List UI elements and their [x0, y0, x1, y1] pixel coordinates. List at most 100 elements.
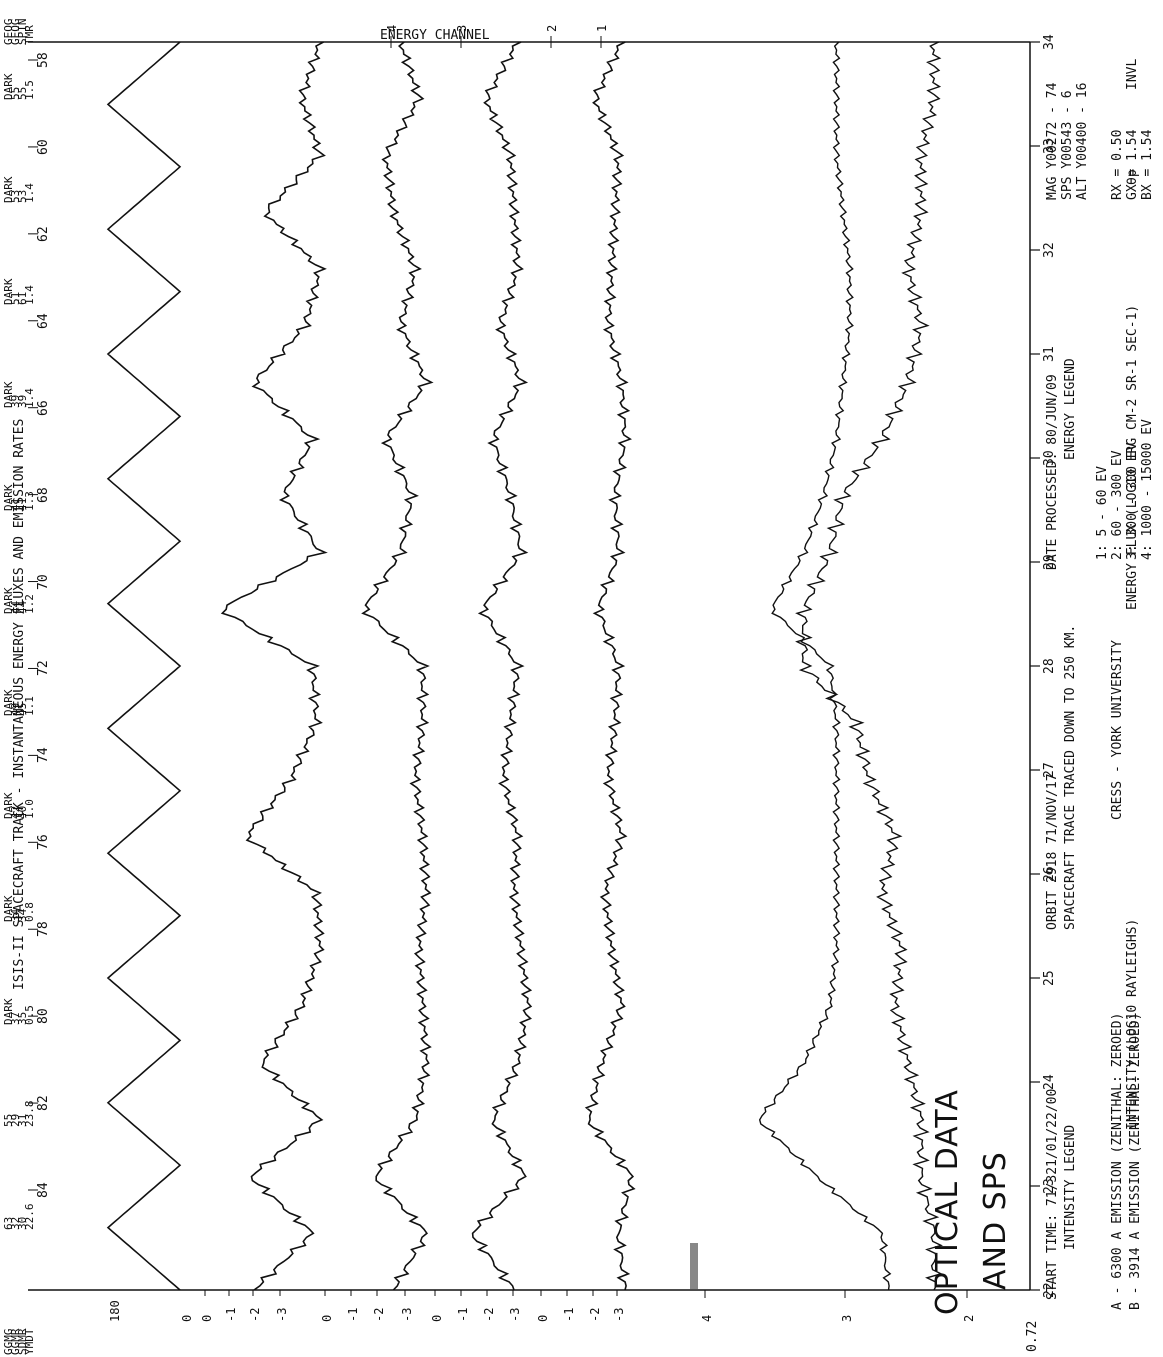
panel-series: [106, 41, 943, 1291]
energy-legend-title: ENERGY LEGEND: [1063, 358, 1078, 460]
time-tick-label: 25: [1042, 970, 1057, 986]
energy-channel-marker: 1: [595, 24, 609, 32]
time-tick-label: 32: [1042, 242, 1057, 258]
location-line-3: ALT Y00400 - 16: [1075, 82, 1090, 200]
flux-series-line-1: [220, 41, 328, 1291]
invl-tick-label: 70: [36, 573, 51, 590]
invl-tick-label: 74: [36, 747, 51, 764]
invl-tick-label: 66: [36, 400, 51, 416]
intensity-legend-entry-a: A - 6300 A EMISSION (ZENITHAL: ZEROED): [1110, 1012, 1125, 1310]
orbit-label: ORBIT 2918 71/NOV/17: [1045, 773, 1060, 930]
intensity-legend-title: INTENSITY LEGEND: [1063, 1124, 1078, 1250]
theta-series-line: [106, 41, 182, 1291]
flux-tick-label: -1: [346, 1307, 360, 1322]
time-end-label: 0.72: [1025, 1320, 1040, 1352]
header-cell: 0.8: [23, 901, 36, 922]
time-tick-label: 23: [1042, 1178, 1057, 1194]
time-tick-label: 33: [1042, 138, 1057, 154]
invl-tick-label: 76: [36, 834, 51, 851]
spacecraft-label: SPACECRAFT TRACE TRACED DOWN TO 250 KM.: [1063, 624, 1078, 930]
theta-tick-label: 0: [180, 1314, 194, 1322]
header-cell: 1.4: [23, 388, 36, 409]
header-cell: 0.5: [23, 1004, 36, 1025]
time-tick-label: 31: [1042, 346, 1057, 362]
flux-tick-label: -3: [612, 1307, 626, 1322]
header-cell: 1.5: [23, 80, 36, 100]
header-cell: 1.0: [23, 799, 36, 820]
header-cell: 23.8: [23, 1100, 36, 1128]
annotation-line-1: OPTICAL DATA: [930, 1089, 965, 1315]
energy-channel-marker: 3: [455, 24, 469, 32]
header-cell: 1.1: [23, 696, 36, 717]
start-time-label: START TIME: 71/321/01/22/00: [1045, 1088, 1060, 1300]
header-cell: 1.4: [23, 285, 36, 306]
header-cell: 22.6: [23, 1203, 36, 1231]
energy-legend-entry-3: 3: 300 - 300 EV: [1125, 442, 1140, 560]
date-processed-label: DATE PROCESSED: 80/JUN/09: [1045, 374, 1060, 570]
flux-series-line-4: [584, 41, 636, 1291]
scale-line-1: RX = 0.50: [1110, 129, 1125, 200]
invl-axis-label: INVL: [1125, 58, 1140, 90]
time-tick-label: 27: [1042, 762, 1057, 778]
invl-tick-label: 62: [36, 226, 51, 242]
header-cell: 1.3: [23, 491, 36, 511]
institution-label: CRESS - YORK UNIVERSITY: [1110, 639, 1125, 820]
flux-series-line-2: [361, 41, 434, 1291]
energy-channel-marker: 4: [385, 24, 399, 32]
energy-channel-title: ENERGY CHANNEL: [380, 28, 490, 43]
invl-tick-label: 82: [36, 1095, 51, 1112]
intensity-tick-label: 4: [700, 1314, 714, 1322]
intensity-series-line-A: [758, 41, 892, 1291]
flux-tick-label: -3: [275, 1307, 289, 1322]
time-tick-label: 28: [1042, 658, 1057, 674]
invl-tick-label: 60: [36, 139, 51, 155]
intensity-tick-label: 2: [962, 1314, 976, 1322]
flux-tick-label: -2: [248, 1307, 262, 1322]
flux-tick-label: -3: [400, 1307, 414, 1322]
theta-tick-label: 180: [108, 1300, 122, 1322]
flux-tick-label: -2: [588, 1307, 602, 1322]
flux-tick-label: 0: [430, 1314, 444, 1322]
time-tick-label: 26: [1042, 866, 1057, 882]
right-row-label: TMR: [23, 25, 36, 45]
invl-tick-label: 64: [36, 313, 51, 329]
flux-tick-label: -2: [482, 1307, 496, 1322]
time-tick-label: 30: [1042, 450, 1057, 466]
flux-tick-label: -1: [562, 1307, 576, 1322]
header-cell: 1.4: [23, 182, 36, 203]
location-line-2: SPS Y00543 - 6: [1060, 90, 1075, 200]
flux-tick-label: 0: [536, 1314, 550, 1322]
flux-tick-label: -1: [456, 1307, 470, 1322]
flux-tick-label: -2: [372, 1307, 386, 1322]
flux-series-line-3: [471, 41, 533, 1291]
flux-tick-label: 0: [200, 1314, 214, 1322]
invl-tick-label: 68: [36, 486, 51, 503]
energy-legend-entry-1: 1: 5 - 60 EV: [1095, 466, 1110, 560]
chart-frame: [28, 36, 1040, 1298]
flux-tick-label: 0: [320, 1314, 334, 1322]
energy-legend-entry-4: 4: 1000 - 15000 EV: [1140, 419, 1155, 560]
time-tick-label: 34: [1042, 34, 1057, 50]
header-cell: 1.2: [23, 593, 36, 614]
intensity-legend-entry-b: B - 3914 A EMISSION (ZENITHAL: ZEROED): [1128, 1012, 1143, 1310]
invl-tick-label: 72: [36, 660, 51, 677]
flux-tick-label: -3: [508, 1307, 522, 1322]
invl-tick-label: 80: [36, 1008, 51, 1025]
invl-tick-label: 78: [36, 921, 51, 938]
time-tick-label: 24: [1042, 1074, 1057, 1090]
scale-line-2: GX = 1.54: [1125, 129, 1140, 200]
scale-line-3: BX = 1.54: [1140, 129, 1155, 200]
time-tick-label: 22: [1042, 1282, 1057, 1298]
invl-tick-label: 84: [36, 1182, 51, 1198]
energy-channel-marker: 2: [545, 24, 559, 32]
intensity-tick-label: 3: [840, 1314, 854, 1322]
row-label: YMDT: [23, 1328, 36, 1356]
flux-tick-label: -1: [224, 1307, 238, 1322]
annotation-line-2: AND SPS: [978, 1151, 1013, 1290]
energy-legend-entry-2: 2: 60 - 300 EV: [1110, 450, 1125, 560]
invl-tick-label: 58: [36, 52, 51, 68]
time-tick-label: 29: [1042, 554, 1057, 570]
intensity-series-line-B: [795, 41, 943, 1291]
